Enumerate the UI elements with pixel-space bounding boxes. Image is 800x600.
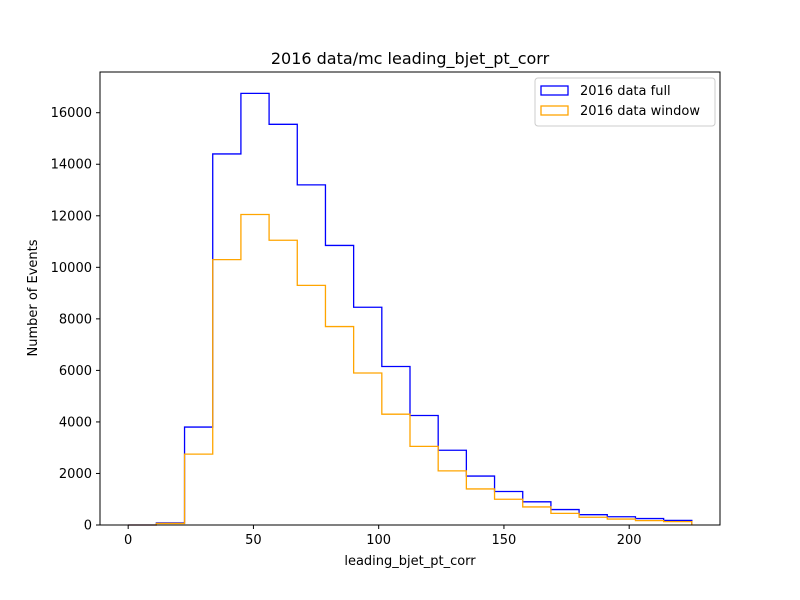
y-axis-ticks: 0 2000 4000 6000 8000 10000 12000 14000 16000 [51,106,100,534]
y-tick-label: 6000 [59,364,92,379]
y-axis-label: Number of Events [26,239,41,356]
axes-frame [99,71,721,526]
y-tick-label: 0 [84,519,92,534]
legend-label-1: 2016 data full [580,84,671,99]
x-axis-ticks: 0 50 100 150 200 [124,525,642,548]
y-tick-label: 12000 [51,209,92,224]
legend-frame [534,77,716,127]
plot-area [99,71,721,526]
x-tick-label: 200 [617,533,642,548]
y-tick-label: 2000 [59,467,92,482]
x-tick-label: 100 [366,533,391,548]
y-tick-label: 8000 [59,312,92,327]
legend-label-2: 2016 data window [580,104,700,119]
y-tick-label: 16000 [51,106,92,121]
legend-swatch-2 [540,105,569,116]
y-tick-label: 10000 [51,261,92,276]
plot-background [100,72,720,525]
x-axis-label: leading_bjet_pt_corr [344,554,476,569]
chart-title: 2016 data/mc leading_bjet_pt_corr [271,49,550,69]
legend: 2016 data full 2016 data window [534,77,716,127]
y-tick-label: 4000 [59,415,92,430]
series-line-2 [128,213,693,526]
x-tick-label: 0 [124,533,132,548]
legend-swatch-1 [540,85,569,96]
y-tick-label: 14000 [51,158,92,173]
x-tick-label: 50 [245,533,262,548]
x-tick-label: 150 [492,533,517,548]
